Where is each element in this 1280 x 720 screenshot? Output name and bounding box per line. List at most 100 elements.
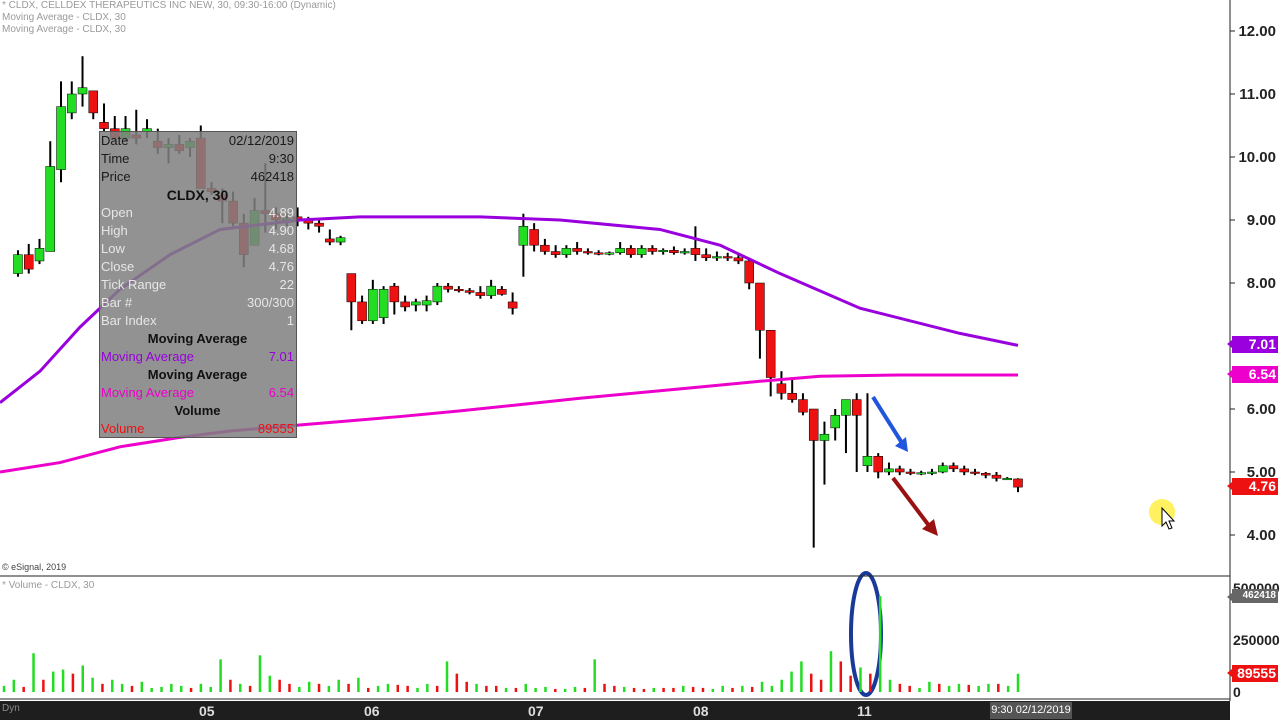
candle	[948, 462, 959, 472]
candle	[636, 245, 647, 258]
candle	[368, 279, 378, 324]
candle	[733, 254, 744, 265]
volume-bars-layer	[2, 596, 1020, 692]
x-tick-07: 07	[528, 703, 544, 719]
candle-body	[916, 472, 926, 475]
candle-body	[572, 248, 582, 252]
candle	[927, 468, 937, 476]
dw-ma-header-2: Moving Average	[147, 367, 248, 382]
price-candles-layer	[13, 56, 1023, 548]
candle	[873, 453, 883, 479]
candle	[13, 250, 23, 277]
candle	[658, 248, 668, 255]
candle-body	[67, 93, 77, 114]
annotations-layer	[849, 395, 938, 697]
candle	[34, 238, 45, 265]
candle-body	[798, 399, 808, 413]
candle	[24, 243, 34, 274]
candle	[851, 393, 862, 472]
candle-body	[411, 301, 421, 306]
last-volume-tag: 89555	[1227, 665, 1278, 682]
candle-body	[755, 282, 765, 331]
candle-body	[464, 290, 475, 293]
candle-body	[615, 248, 625, 254]
candle	[991, 472, 1002, 482]
dw-price-value: 462418	[250, 169, 294, 184]
ma1-price-tag: 7.01	[1227, 336, 1278, 353]
time-axis-bar	[0, 701, 1230, 720]
candle	[346, 273, 357, 331]
candle-body	[378, 289, 389, 318]
candle-body	[658, 249, 668, 252]
candle	[647, 245, 658, 255]
candle	[56, 81, 66, 183]
volume-header: * Volume - CLDX, 30	[2, 580, 95, 591]
candle	[744, 257, 754, 290]
dw-low-value: 4.68	[268, 241, 294, 256]
candle-body	[626, 248, 636, 255]
candle-body	[927, 471, 937, 474]
candle-body	[787, 393, 797, 400]
candle-body	[443, 285, 453, 290]
candle-body	[56, 106, 66, 170]
candle	[497, 286, 507, 296]
candle	[970, 468, 980, 476]
candle	[862, 393, 873, 472]
dw-tick-label: Tick Range	[101, 277, 167, 292]
y-tick-label: 8.00	[1247, 275, 1276, 292]
candle	[604, 251, 615, 256]
candle-body	[529, 229, 539, 246]
mouse-pointer	[1149, 499, 1176, 530]
dw-low-label: Low	[101, 241, 125, 256]
candle	[819, 421, 830, 485]
candle	[486, 279, 496, 299]
candle	[615, 242, 625, 255]
dw-close-value: 4.76	[268, 259, 294, 274]
candle	[593, 250, 604, 256]
candle-body	[1013, 478, 1023, 488]
candle-body	[389, 285, 400, 303]
ma2-price-tag: 6.54	[1227, 366, 1278, 383]
candle-body	[24, 254, 34, 270]
candle	[937, 462, 948, 474]
dynamic-label: Dyn	[2, 703, 20, 714]
chart-header-symbol: * CLDX, CELLDEX THERAPEUTICS INC NEW, 30…	[2, 0, 336, 11]
candle	[550, 245, 561, 258]
candle	[808, 408, 819, 548]
dw-barindex-value: 1	[286, 313, 294, 328]
data-window-panel[interactable]: Date 02/12/2019 Time 9:30 Price 462418 CLDX…	[99, 131, 297, 438]
candle	[454, 286, 464, 293]
candle	[529, 223, 539, 252]
candle	[830, 409, 840, 441]
dw-high-value: 4.90	[268, 223, 294, 238]
candle-body	[636, 248, 647, 255]
dw-time-value: 9:30	[268, 151, 294, 166]
candle	[518, 213, 529, 277]
candle	[583, 248, 593, 255]
dw-price-label: Price	[101, 169, 131, 184]
candle	[432, 283, 443, 306]
candle	[540, 238, 550, 255]
candle	[959, 465, 969, 476]
candle	[1002, 477, 1012, 481]
dw-date-label: Date	[101, 133, 129, 148]
candle-body	[669, 249, 679, 254]
candle-body	[851, 399, 862, 416]
dw-volume-label: Volume	[101, 421, 145, 436]
candle-body	[980, 473, 991, 476]
candle	[787, 377, 797, 403]
y-tick-label: 6.00	[1247, 401, 1276, 418]
candle-body	[34, 248, 45, 262]
candle-body	[99, 122, 109, 129]
candle	[690, 226, 701, 261]
candle	[755, 282, 765, 359]
candle	[669, 246, 679, 255]
candle	[357, 295, 367, 324]
x-tick-08: 08	[693, 703, 709, 719]
dw-symbol: CLDX, 30	[166, 187, 229, 203]
candle-body	[13, 254, 23, 274]
candle-body	[733, 257, 744, 262]
x-tick-06: 06	[364, 703, 380, 719]
candle-body	[561, 248, 572, 255]
